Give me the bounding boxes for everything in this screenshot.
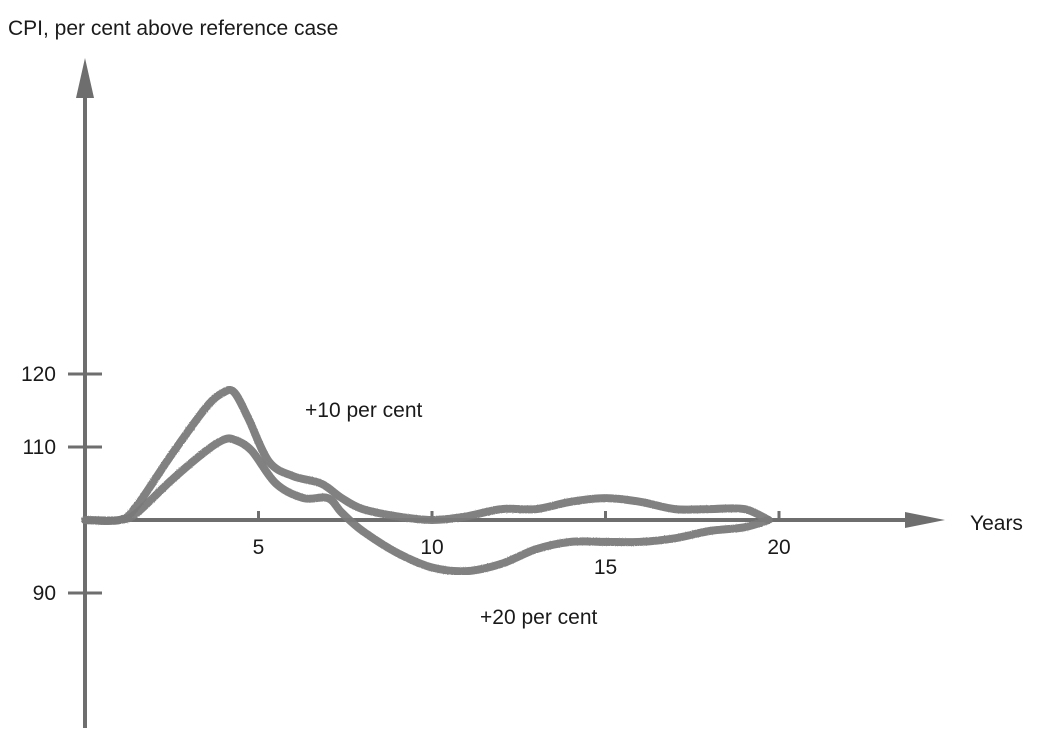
series-label-10-per-cent: +10 per cent [305,399,423,422]
x-ticks: 5 10 15 20 [253,511,791,579]
y-axis-title: CPI, per cent above reference case [8,17,338,40]
series-label-20-per-cent: +20 per cent [480,606,598,629]
x-tick-label-5: 5 [253,536,265,559]
y-tick-label-120: 120 [21,363,56,386]
y-ticks: 120 110 90 [21,363,102,605]
y-tick-label-90: 90 [33,582,56,605]
x-tick-label-10: 10 [420,536,443,559]
y-axis-arrowhead [76,58,94,98]
x-axis-arrowhead [905,512,945,528]
x-axis-title: Years [970,512,1023,535]
series-lines [81,385,773,576]
y-tick-label-110: 110 [23,436,56,459]
x-tick-label-20: 20 [767,536,790,559]
series-line-20-per-cent [81,434,773,576]
series-line-10-per-cent [81,385,773,526]
x-tick-label-15: 15 [594,556,617,579]
